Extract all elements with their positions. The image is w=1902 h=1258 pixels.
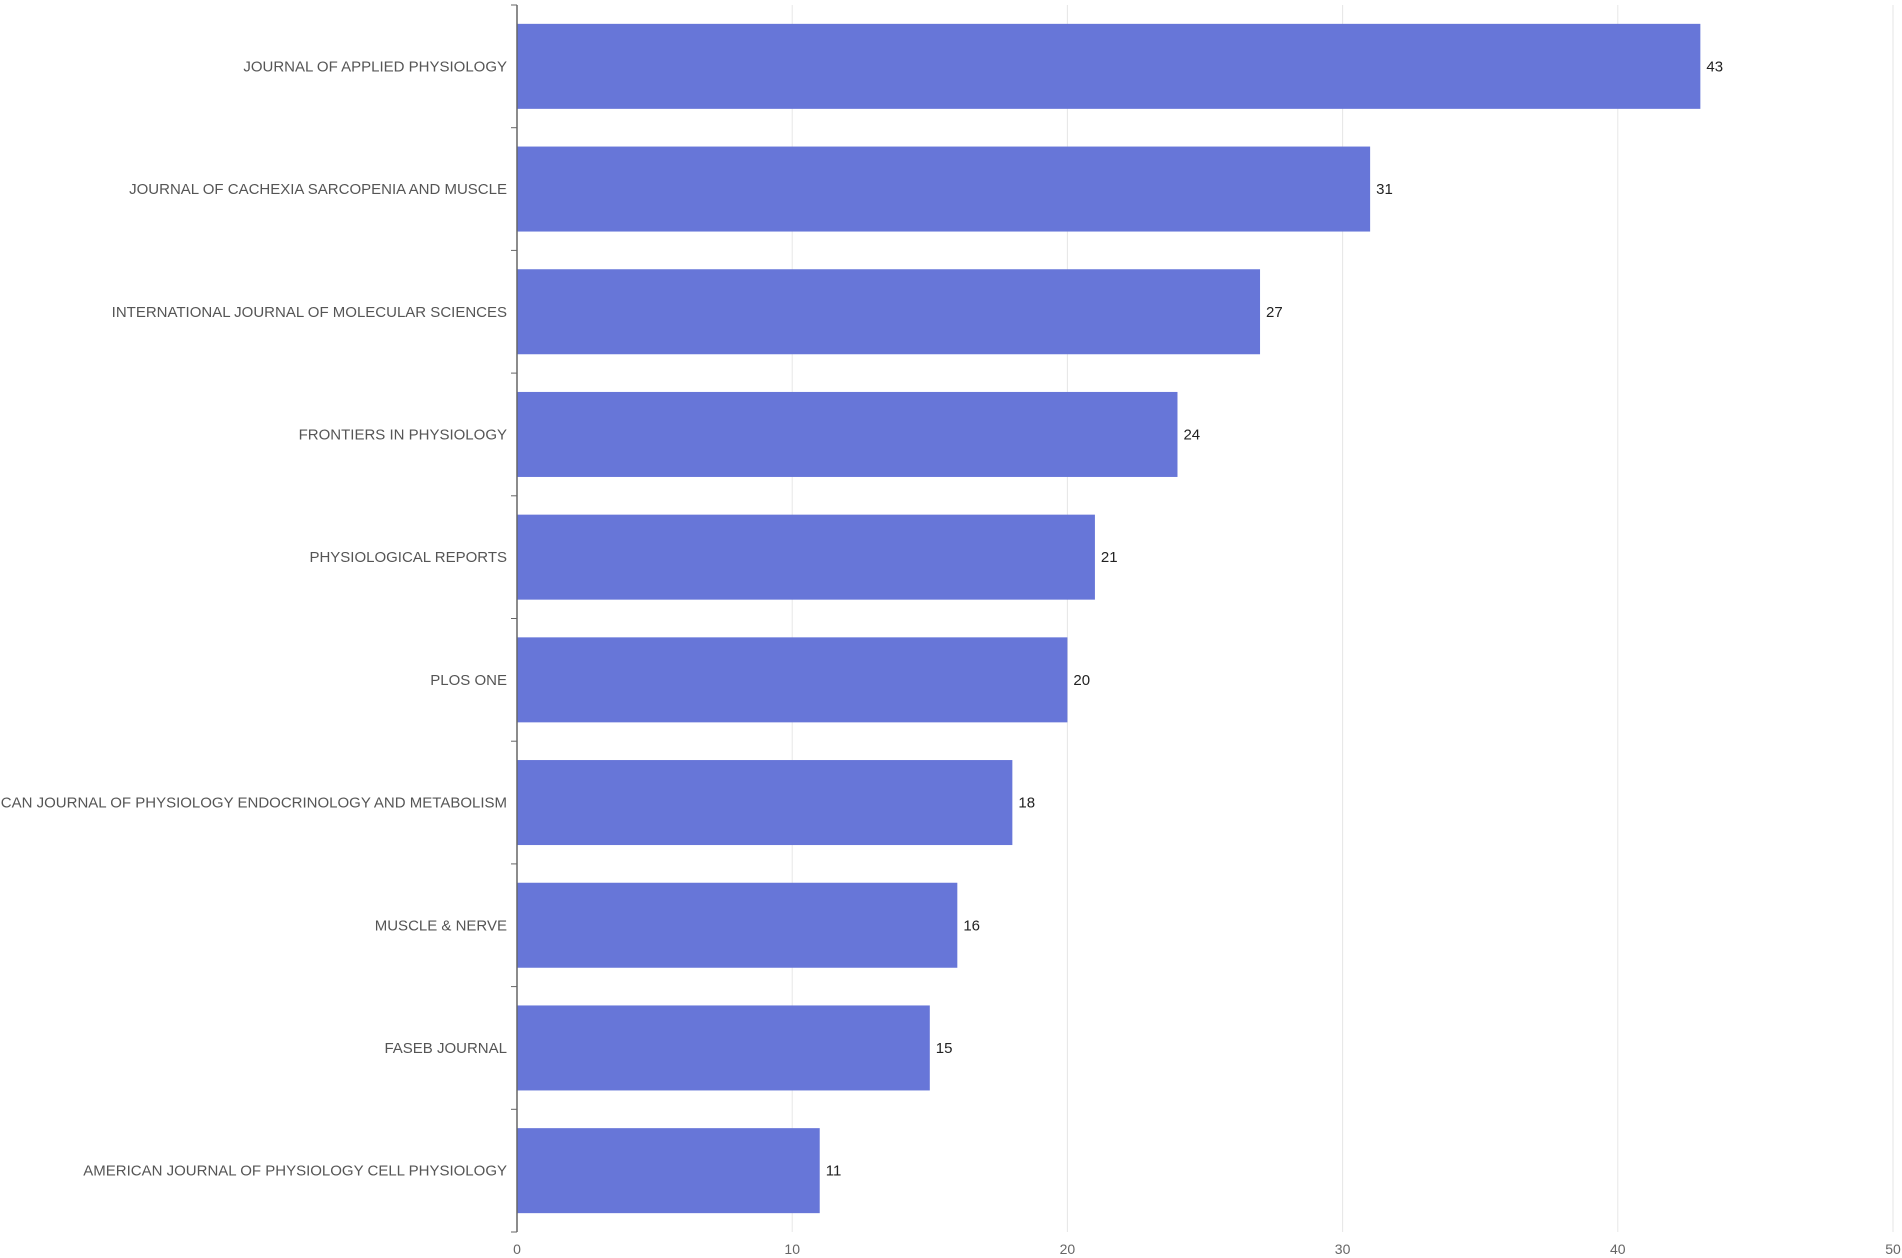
bars <box>517 23 1701 1214</box>
x-tick-label-50: 50 <box>1885 1241 1901 1257</box>
category-label-4: FRONTIERS IN PHYSIOLOGY <box>299 426 507 443</box>
category-label-1: JOURNAL OF APPLIED PHYSIOLOGY <box>243 58 507 75</box>
bar-4 <box>517 391 1178 477</box>
bar-6 <box>517 637 1068 723</box>
labels: 0 10 20 30 40 50 JOURNAL OF APPLIED PHYSIOLOGY… <box>0 58 1901 1257</box>
x-tick-label-30: 30 <box>1335 1241 1351 1257</box>
bar-8 <box>517 882 958 968</box>
x-tick-label-0: 0 <box>513 1241 521 1257</box>
bar-10 <box>517 1128 820 1214</box>
category-label-8: MUSCLE & NERVE <box>375 917 507 934</box>
category-label-9: FASEB JOURNAL <box>384 1040 507 1057</box>
data-label-10: 11 <box>826 1163 842 1180</box>
bar-2 <box>517 146 1371 232</box>
data-label-5: 21 <box>1101 549 1118 566</box>
data-label-8: 16 <box>963 917 980 934</box>
data-label-2: 31 <box>1376 181 1393 198</box>
data-label-9: 15 <box>936 1040 953 1057</box>
bar-7 <box>517 760 1013 846</box>
data-label-3: 27 <box>1266 304 1283 321</box>
bar-3 <box>517 269 1261 355</box>
category-label-2: JOURNAL OF CACHEXIA SARCOPENIA AND MUSCL… <box>129 181 507 198</box>
data-label-6: 20 <box>1073 672 1090 689</box>
category-label-7: AMERICAN JOURNAL OF PHYSIOLOGY ENDOCRINO… <box>0 795 507 812</box>
bar-1 <box>517 23 1701 109</box>
data-label-1: 43 <box>1706 58 1723 75</box>
category-label-10: AMERICAN JOURNAL OF PHYSIOLOGY CELL PHYS… <box>83 1163 507 1180</box>
data-label-7: 18 <box>1018 795 1035 812</box>
bar-9 <box>517 1005 930 1091</box>
category-label-6: PLOS ONE <box>430 672 507 689</box>
x-tick-label-40: 40 <box>1610 1241 1626 1257</box>
category-label-3: INTERNATIONAL JOURNAL OF MOLECULAR SCIEN… <box>112 304 507 321</box>
x-tick-label-20: 20 <box>1060 1241 1076 1257</box>
bar-5 <box>517 514 1095 600</box>
x-tick-label-10: 10 <box>784 1241 800 1257</box>
axes <box>511 4 518 1233</box>
data-label-4: 24 <box>1183 426 1200 443</box>
category-label-5: PHYSIOLOGICAL REPORTS <box>309 549 507 566</box>
